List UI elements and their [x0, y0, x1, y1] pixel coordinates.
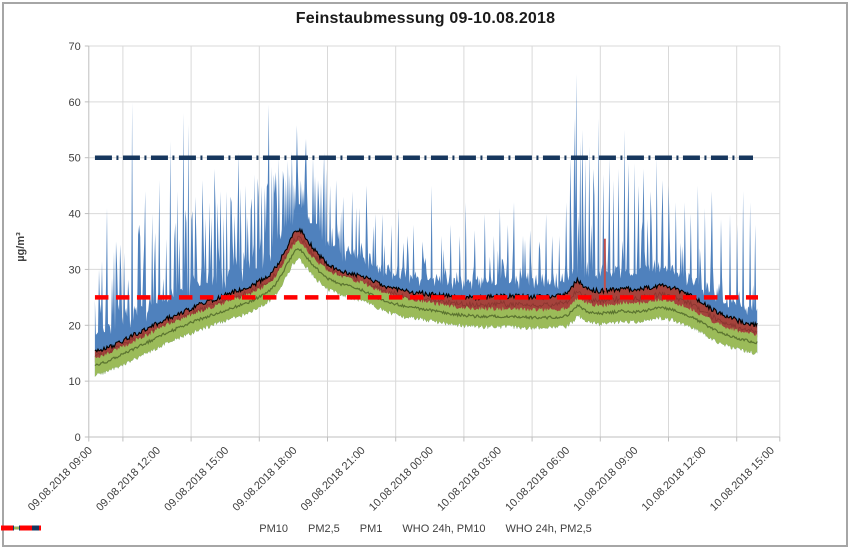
y-tick-label: 0: [75, 432, 81, 444]
legend: PM10 PM2,5 PM1 WHO 24h, PM10 WHO 24h, PM2,5: [0, 523, 851, 535]
legend-item-label: PM1: [359, 523, 383, 535]
legend-item-label: PM10: [259, 523, 288, 535]
pm2_5-top-line: [94, 227, 758, 353]
y-tick-label: 40: [69, 209, 81, 221]
x-tick-label: 09.08.2018 12:00: [94, 445, 163, 514]
pm1-center-line: [94, 248, 758, 367]
legend-item: WHO 24h, PM10: [1, 523, 486, 535]
y-tick-label: 20: [69, 320, 81, 332]
x-tick-label: 10.08.2018 12:00: [640, 445, 709, 514]
x-tick-label: 10.08.2018 06:00: [503, 445, 572, 514]
x-tick-label: 10.08.2018 03:00: [435, 445, 504, 514]
legend-item-label: PM2,5: [307, 523, 340, 535]
legend-item: PM2,5: [1, 523, 340, 535]
series-pm1-area: [94, 240, 758, 377]
chart-title: Feinstaubmessung 09-10.08.2018: [295, 10, 556, 27]
y-tick-label: 70: [69, 41, 81, 53]
legend-item: PM10: [1, 523, 288, 535]
legend-item-label: WHO 24h, PM2,5: [505, 523, 592, 535]
series-pm2_5-area: [94, 229, 758, 363]
x-tick-label: 09.08.2018 18:00: [230, 445, 299, 514]
x-tick-label: 09.08.2018 09:00: [26, 445, 95, 514]
legend-swatch-dash: [1, 525, 41, 531]
legend-item-label: WHO 24h, PM10: [402, 523, 486, 535]
legend-item: PM1: [1, 523, 383, 535]
legend-item: WHO 24h, PM2,5: [1, 523, 592, 535]
x-tick-label: 09.08.2018 21:00: [299, 445, 368, 514]
y-tick-label: 50: [69, 153, 81, 165]
x-tick-label: 10.08.2018 15:00: [708, 445, 777, 514]
x-tick-label: 10.08.2018 00:00: [367, 445, 436, 514]
y-tick-label: 10: [69, 376, 81, 388]
x-tick-label: 09.08.2018 15:00: [162, 445, 231, 514]
x-tick-label: 10.08.2018 09:00: [571, 445, 640, 514]
y-tick-label: 60: [69, 97, 81, 109]
y-tick-label: 30: [69, 264, 81, 276]
